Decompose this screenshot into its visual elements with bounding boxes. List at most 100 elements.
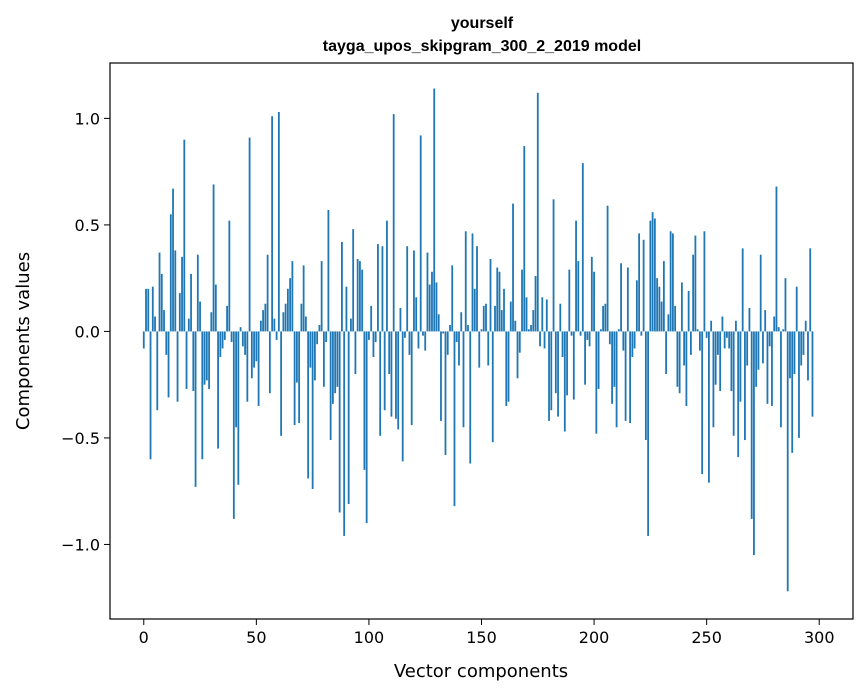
bar-103 bbox=[374, 331, 377, 343]
bar-291 bbox=[798, 331, 800, 438]
bar-141 bbox=[460, 312, 463, 332]
bar-187 bbox=[563, 331, 566, 432]
bar-80 bbox=[322, 331, 325, 387]
bar-268 bbox=[746, 331, 749, 366]
bar-47 bbox=[248, 137, 251, 332]
bar-272 bbox=[755, 331, 758, 387]
bar-81 bbox=[325, 331, 328, 343]
bar-229 bbox=[658, 286, 661, 332]
bar-206 bbox=[606, 205, 609, 332]
bar-276 bbox=[764, 310, 767, 332]
bar-275 bbox=[762, 331, 764, 364]
bar-287 bbox=[789, 331, 791, 379]
bar-60 bbox=[277, 112, 280, 332]
bar-17 bbox=[181, 256, 183, 332]
bar-248 bbox=[701, 331, 704, 475]
bar-5 bbox=[154, 316, 156, 332]
bar-169 bbox=[523, 146, 526, 332]
bar-96 bbox=[359, 261, 361, 332]
bar-203 bbox=[599, 329, 602, 332]
bar-292 bbox=[800, 331, 803, 366]
bar-233 bbox=[667, 314, 670, 332]
bar-19 bbox=[185, 331, 188, 389]
bar-1 bbox=[145, 288, 147, 332]
bar-235 bbox=[671, 233, 674, 332]
bar-101 bbox=[370, 305, 373, 332]
bar-245 bbox=[694, 235, 697, 332]
bar-52 bbox=[259, 320, 262, 332]
bar-95 bbox=[356, 258, 359, 332]
chart-title: yourself bbox=[451, 15, 514, 32]
bar-31 bbox=[212, 184, 215, 332]
bar-93 bbox=[352, 229, 355, 332]
bar-117 bbox=[406, 246, 409, 332]
bar-163 bbox=[509, 301, 512, 332]
bar-142 bbox=[462, 331, 465, 428]
x-axis-ticks: 0 50 100 150 200 250 300 bbox=[139, 619, 835, 647]
bar-126 bbox=[426, 252, 429, 332]
bar-242 bbox=[687, 290, 690, 332]
x-tick-label-150: 150 bbox=[466, 628, 497, 647]
bar-150 bbox=[480, 329, 483, 332]
bar-83 bbox=[329, 331, 332, 441]
bar-247 bbox=[699, 331, 701, 351]
bar-27 bbox=[203, 331, 206, 385]
bar-7 bbox=[158, 252, 161, 332]
bar-238 bbox=[678, 331, 681, 394]
bar-125 bbox=[424, 331, 427, 351]
bar-129 bbox=[433, 88, 436, 332]
bar-260 bbox=[728, 331, 731, 349]
bar-175 bbox=[536, 92, 539, 332]
bar-124 bbox=[422, 331, 424, 336]
x-tick-label-250: 250 bbox=[691, 628, 722, 647]
bar-191 bbox=[572, 331, 575, 400]
bar-44 bbox=[241, 331, 244, 347]
bar-2 bbox=[147, 288, 150, 332]
bar-159 bbox=[500, 310, 503, 332]
bar-285 bbox=[784, 278, 787, 332]
bar-263 bbox=[735, 320, 737, 332]
bar-36 bbox=[223, 331, 226, 340]
bar-168 bbox=[521, 269, 523, 332]
bar-113 bbox=[397, 331, 400, 430]
bar-137 bbox=[451, 265, 454, 332]
bar-269 bbox=[748, 307, 751, 332]
bar-74 bbox=[309, 331, 312, 368]
bar-136 bbox=[449, 325, 451, 332]
bar-165 bbox=[514, 320, 517, 332]
bar-50 bbox=[255, 331, 258, 362]
bar-10 bbox=[165, 331, 168, 355]
bar-232 bbox=[665, 331, 668, 375]
bar-104 bbox=[377, 244, 379, 332]
bar-154 bbox=[489, 258, 492, 332]
bar-61 bbox=[280, 331, 283, 436]
bar-131 bbox=[437, 314, 440, 332]
bar-123 bbox=[419, 135, 422, 332]
bar-53 bbox=[262, 310, 264, 332]
bar-133 bbox=[442, 331, 445, 334]
bar-170 bbox=[525, 297, 528, 332]
bar-94 bbox=[354, 331, 357, 375]
bar-25 bbox=[199, 301, 201, 332]
bar-211 bbox=[617, 329, 620, 332]
bar-66 bbox=[291, 261, 294, 332]
bar-278 bbox=[768, 331, 771, 347]
bar-216 bbox=[629, 331, 631, 424]
bar-219 bbox=[635, 280, 638, 332]
bar-86 bbox=[336, 331, 339, 387]
bar-193 bbox=[577, 261, 580, 332]
bar-67 bbox=[293, 331, 296, 426]
y-tick-label-3: 0.5 bbox=[75, 216, 100, 235]
plot-frame bbox=[109, 62, 854, 620]
bar-145 bbox=[469, 331, 472, 464]
bar-13 bbox=[172, 188, 174, 332]
bar-176 bbox=[539, 331, 541, 347]
bar-132 bbox=[440, 331, 442, 421]
bar-72 bbox=[304, 316, 307, 332]
bar-146 bbox=[471, 233, 474, 332]
bar-147 bbox=[473, 288, 476, 332]
bar-177 bbox=[541, 297, 544, 332]
bar-0 bbox=[142, 331, 145, 349]
bar-212 bbox=[620, 263, 622, 332]
bar-239 bbox=[680, 282, 683, 332]
